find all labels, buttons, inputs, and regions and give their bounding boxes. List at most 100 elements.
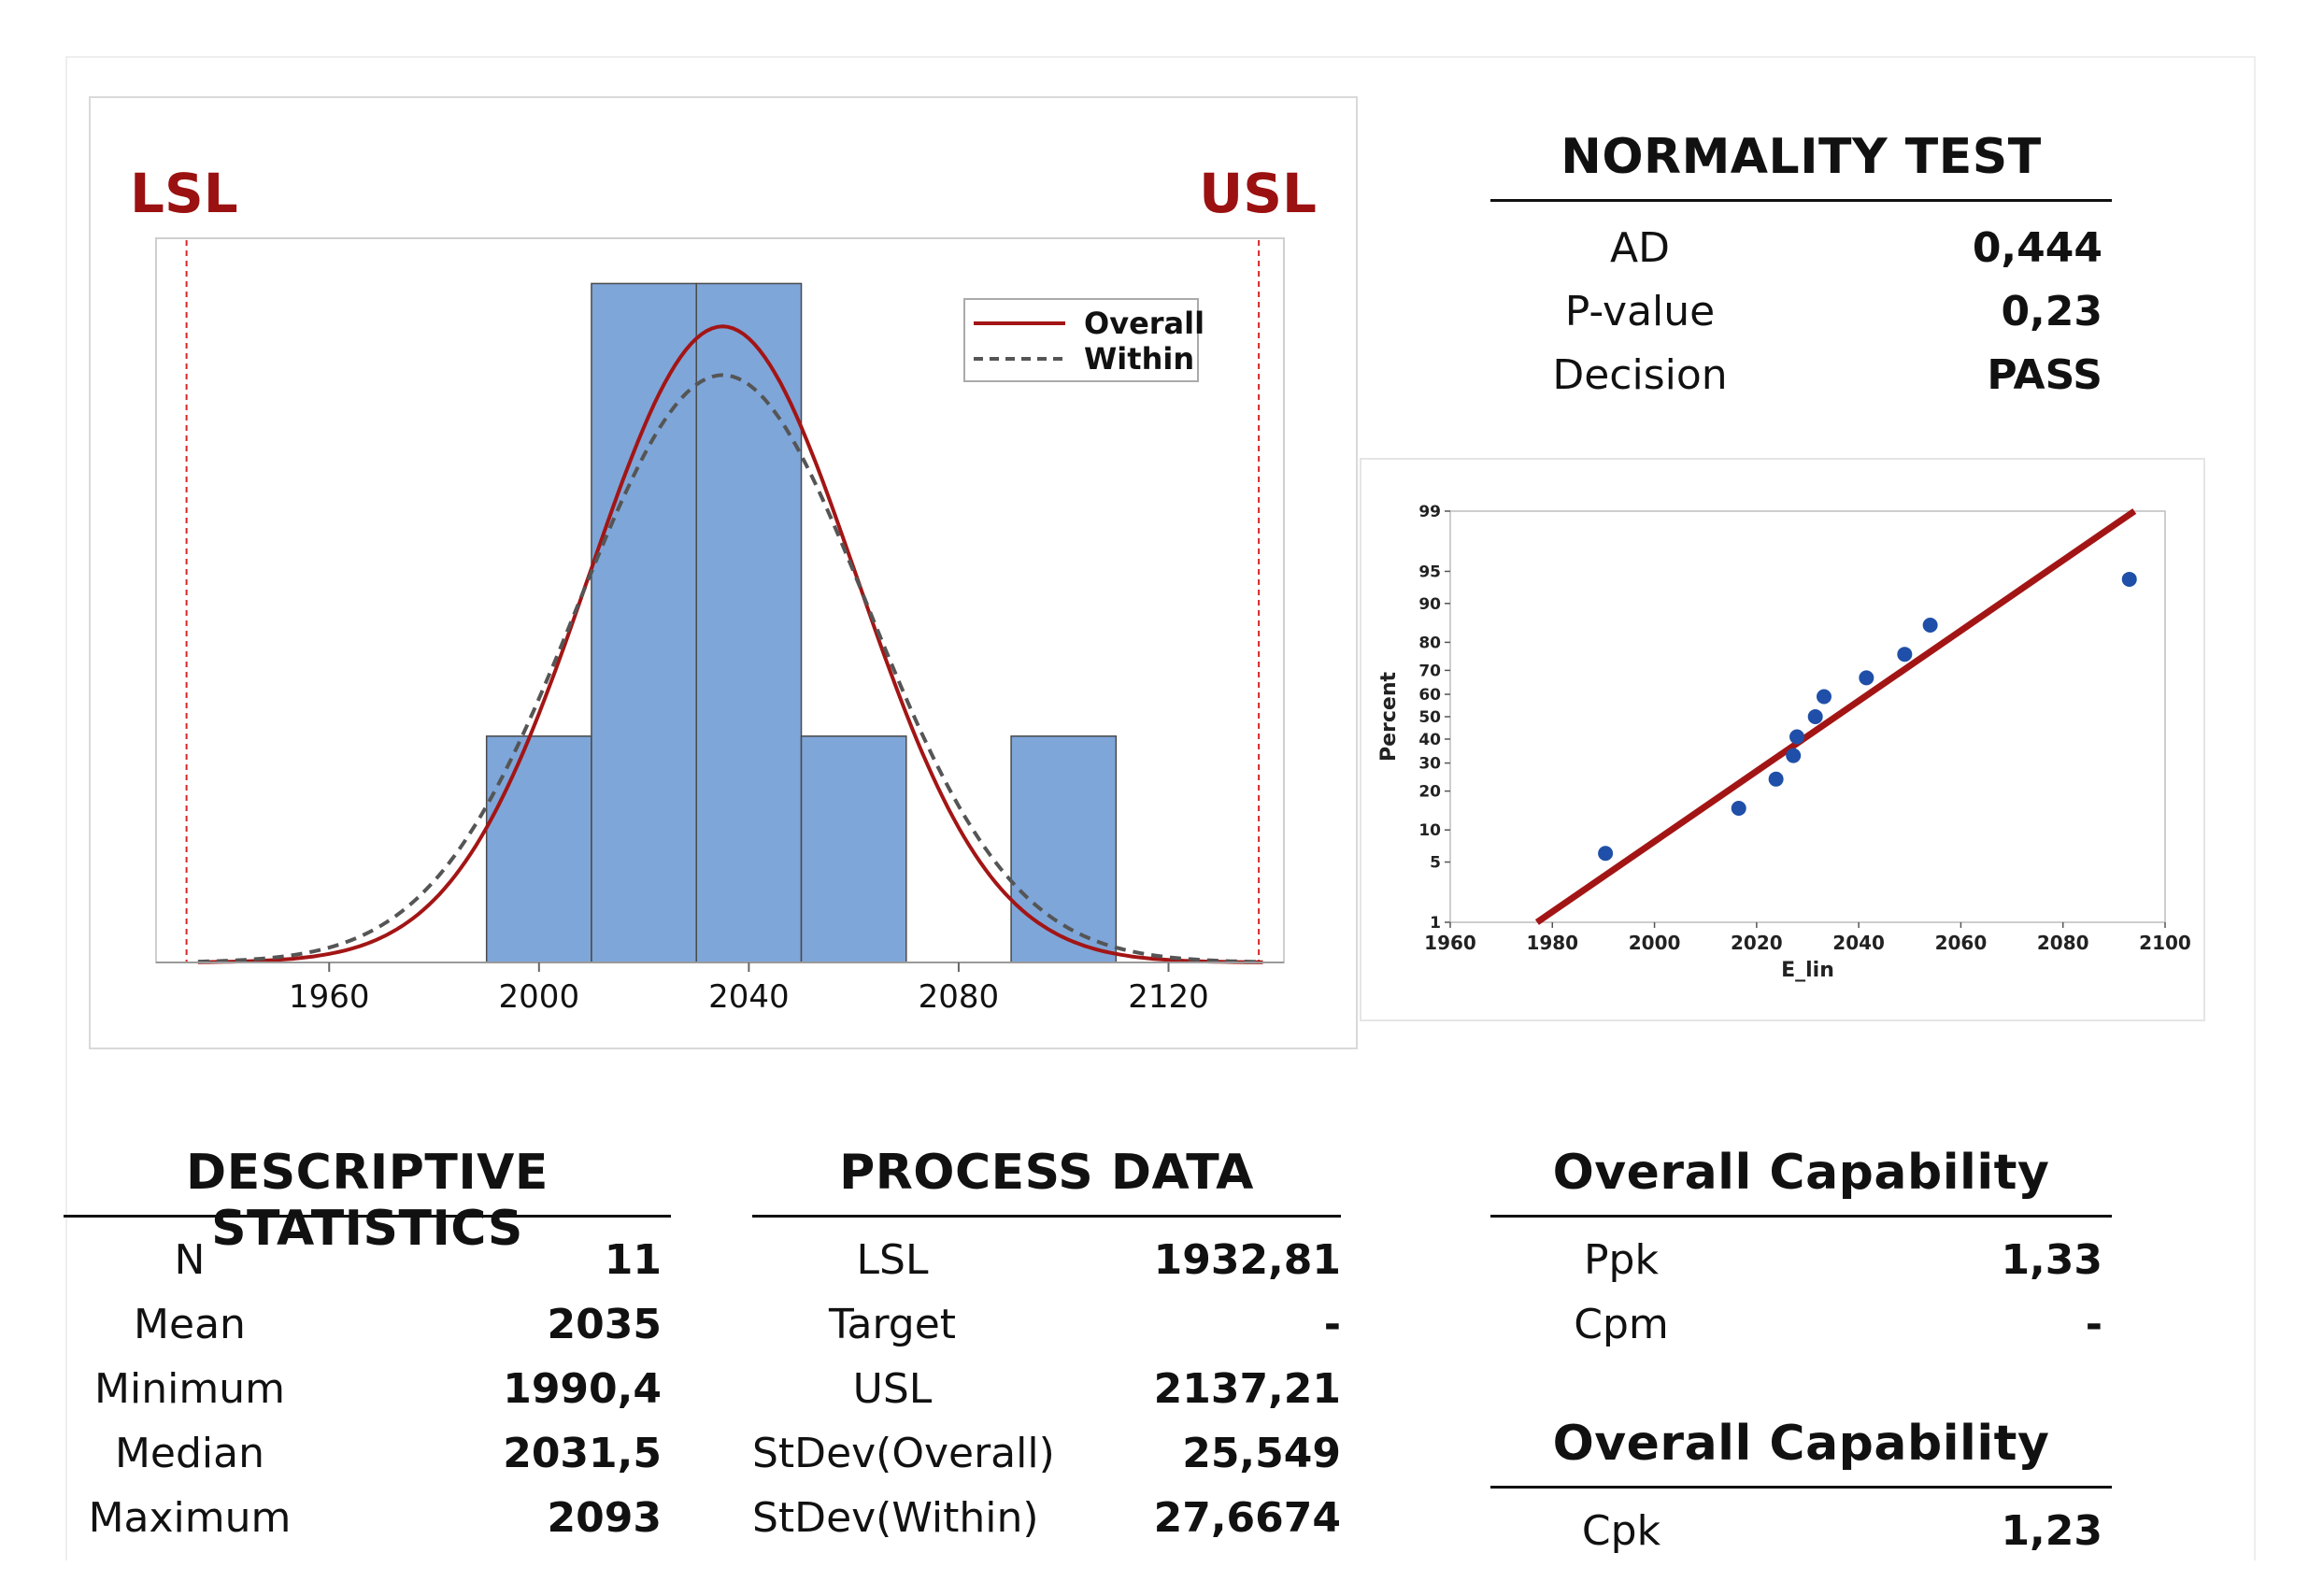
lsl-label: LSL [130, 162, 238, 225]
stat-row: Decision PASS [1490, 351, 2112, 407]
stat-label: N [174, 1236, 206, 1284]
stat-label: Decision [1552, 351, 1728, 399]
x-tick-label: 2040 [1832, 932, 1885, 954]
stat-row: Median 2031,5 [64, 1430, 671, 1486]
y-tick-label: 99 [1418, 503, 1441, 521]
stat-value: 27,6674 [1153, 1494, 1341, 1542]
stat-value: 11 [604, 1236, 662, 1284]
stat-label: Cpk [1581, 1507, 1661, 1555]
stat-value: 1,23 [2001, 1507, 2102, 1555]
x-tick-label: 2000 [499, 978, 580, 1016]
stat-label: Target [828, 1301, 957, 1348]
probability-plot: 1 5 10 20 30 40 50 60 70 80 90 95 99 1960 1980 2000 2020… [1377, 503, 2191, 982]
stat-row: Ppk 1,33 [1490, 1236, 2112, 1292]
process-data-rule [752, 1215, 1341, 1218]
stat-label: StDev(Overall) [752, 1430, 1055, 1477]
x-tick-label: 1960 [289, 978, 370, 1016]
descriptive-statistics-title: DESCRIPTIVE STATISTICS [186, 1145, 549, 1257]
stat-row: AD 0,444 [1490, 224, 2112, 280]
stat-label: LSL [856, 1236, 929, 1284]
data-point [1859, 670, 1874, 686]
x-tick-label: 2060 [1935, 932, 1988, 954]
data-point [1731, 801, 1746, 817]
data-point [1598, 846, 1614, 862]
stat-value: 25,549 [1182, 1430, 1341, 1477]
data-point [1897, 647, 1913, 663]
overall-capability-rule [1490, 1215, 2112, 1218]
x-tick-label: 2120 [1128, 978, 1209, 1016]
histogram-bar [1010, 735, 1118, 963]
capability-histogram-panel: LSL USL 1960 2000 2040 2080 2120 Overall Withi… [89, 96, 1358, 1049]
process-data-title: PROCESS DATA [839, 1145, 1254, 1201]
stat-row: N 11 [64, 1236, 671, 1292]
stat-label: Cpm [1574, 1301, 1669, 1348]
x-tick-label: 2040 [708, 978, 790, 1016]
stat-row: Cpk 1,23 [1490, 1507, 2112, 1563]
y-axis-title: Percent [1377, 672, 1401, 762]
x-axis-title: E_lin [1781, 959, 1834, 982]
stat-label: USL [852, 1365, 933, 1413]
stat-value: 0,444 [1972, 224, 2102, 272]
stat-value: 2093 [547, 1494, 662, 1542]
x-tick-label: 1960 [1424, 932, 1476, 954]
histogram-bar [800, 735, 907, 963]
x-tick-label: 2020 [1731, 932, 1783, 954]
stat-row: LSL 1932,81 [752, 1236, 1341, 1292]
density-curve-overall [197, 324, 1263, 964]
y-tick-label: 30 [1418, 755, 1441, 774]
data-point [1768, 771, 1784, 787]
overall-capability-title: Overall Capability [1552, 1145, 2050, 1201]
stat-label: P-value [1564, 288, 1716, 335]
usl-label: USL [1199, 162, 1317, 225]
histogram-bar [485, 735, 592, 963]
density-curve-within [197, 373, 1263, 964]
stat-row: Minimum 1990,4 [64, 1365, 671, 1421]
y-tick-label: 1 [1430, 914, 1441, 933]
data-point [2121, 571, 2137, 587]
legend-label: Within [1084, 341, 1194, 377]
y-tick-label: 5 [1430, 854, 1441, 873]
potential-capability-title: Overall Capability [1552, 1416, 2050, 1472]
stat-label: Minimum [94, 1365, 285, 1413]
y-tick-label: 80 [1418, 634, 1441, 652]
x-tick-label: 2080 [919, 978, 1000, 1016]
normality-test-title: NORMALITY TEST [1561, 129, 2042, 185]
y-tick-label: 60 [1418, 686, 1441, 705]
y-tick-label: 95 [1418, 563, 1441, 581]
fit-line [1534, 508, 2137, 925]
legend-box [963, 298, 1199, 382]
stat-row: P-value 0,23 [1490, 288, 2112, 344]
data-point [1922, 617, 1938, 633]
stat-value: - [2085, 1301, 2102, 1348]
x-tick-label: 2000 [1629, 932, 1681, 954]
histogram-bar [695, 282, 803, 963]
stat-value: PASS [1987, 351, 2102, 399]
stat-row: StDev(Within) 27,6674 [752, 1494, 1341, 1550]
stat-label: AD [1610, 224, 1670, 272]
data-point [1816, 689, 1832, 705]
y-tick-label: 70 [1418, 662, 1441, 680]
stat-row: Cpm - [1490, 1301, 2112, 1357]
stat-value: 2035 [547, 1301, 662, 1348]
stat-value: 1990,4 [503, 1365, 662, 1413]
stat-row: USL 2137,21 [752, 1365, 1341, 1421]
stat-label: Mean [134, 1301, 246, 1348]
stat-value: - [1323, 1301, 1341, 1348]
y-tick-label: 90 [1418, 595, 1441, 614]
report-frame [65, 56, 2256, 1560]
stat-label: Ppk [1584, 1236, 1659, 1284]
stat-row: Maximum 2093 [64, 1494, 671, 1550]
stat-label: Maximum [88, 1494, 292, 1542]
stat-label: StDev(Within) [752, 1494, 1039, 1542]
stat-value: 2137,21 [1153, 1365, 1341, 1413]
stat-value: 0,23 [2001, 288, 2102, 335]
x-tick-label: 1980 [1526, 932, 1578, 954]
probability-plot-panel: 1 5 10 20 30 40 50 60 70 80 90 95 99 1960 1980 2000 2020… [1360, 458, 2205, 1021]
potential-capability-rule [1490, 1486, 2112, 1489]
x-tick-label: 2100 [2139, 932, 2191, 954]
stat-row: StDev(Overall) 25,549 [752, 1430, 1341, 1486]
normality-test-rule [1490, 199, 2112, 202]
y-tick-label: 10 [1418, 821, 1441, 840]
legend-label: Overall [1084, 306, 1204, 341]
